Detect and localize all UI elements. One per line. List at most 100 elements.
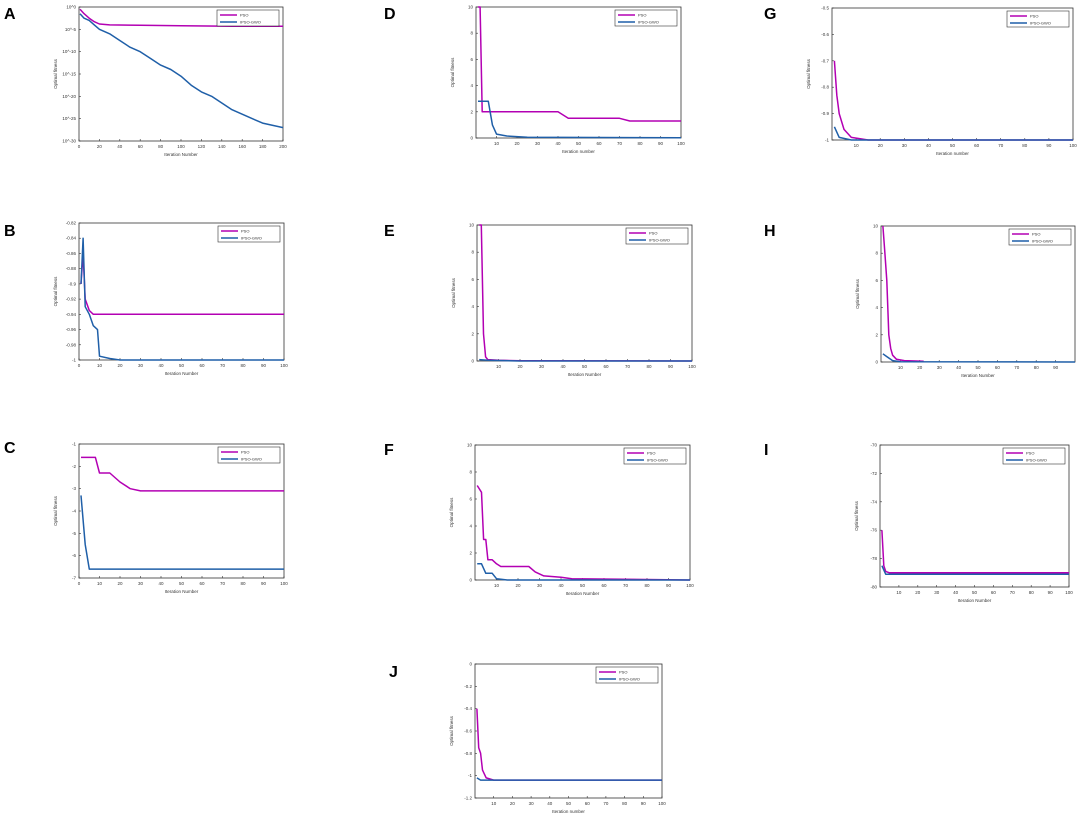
y-tick-label: 0: [471, 359, 474, 364]
y-tick-label: -0.5: [821, 6, 829, 11]
y-tick-label: -0.2: [464, 684, 472, 689]
x-tick-label: 80: [644, 583, 650, 588]
x-tick-label: 50: [582, 364, 588, 369]
y-tick-label: -0.6: [464, 729, 472, 734]
x-tick-label: 90: [261, 581, 267, 586]
x-tick-label: 10: [494, 141, 500, 146]
panel-label-d: D: [384, 6, 396, 23]
plot-frame: [78, 6, 284, 142]
x-tick-label: 100: [688, 364, 696, 369]
x-tick-label: 20: [510, 801, 516, 806]
x-tick-label: 60: [995, 365, 1001, 370]
panel-g: G 10 20 30 40 50 60 70 80 90 100 -0.5 -0.6 -0.7 -0.8 -…: [760, 0, 1080, 170]
y-tick-label: -7: [72, 576, 76, 581]
x-tick-label: 10: [898, 365, 904, 370]
x-tick-label: 30: [539, 364, 545, 369]
y-tick-label: 10: [467, 443, 473, 448]
chart-d: 10 20 30 40 50 60 70 80 90 100 0 2 4 6 8 10 Iteration nu…: [450, 5, 685, 155]
x-tick-label: 40: [117, 144, 123, 149]
x-axis-label: Iteration Number: [566, 591, 600, 596]
y-tick-label: 4: [875, 305, 878, 310]
x-tick-label: 70: [220, 581, 226, 586]
y-axis-label: Optimal fitness: [53, 495, 58, 526]
x-tick-label: 30: [537, 583, 543, 588]
plot-frame: [474, 444, 691, 581]
series-line-ipso-gwo: [79, 13, 284, 129]
y-tick-label: 8: [470, 31, 473, 36]
x-tick-label: 20: [515, 583, 521, 588]
y-axis-label: Optimal fitness: [53, 276, 58, 307]
x-tick-label: 50: [179, 581, 185, 586]
chart-a: 0 20 40 60 80 100 120 140 160 180 200 10^0 10^-5 10^-…: [53, 5, 287, 158]
x-axis-label: Iteration Number: [961, 373, 995, 378]
x-axis-label: Iteration number: [562, 149, 595, 154]
x-tick-label: 60: [991, 590, 997, 595]
x-tick-label: 80: [622, 801, 628, 806]
x-tick-label: 70: [617, 141, 623, 146]
x-tick-label: 90: [668, 364, 674, 369]
y-tick-label: 10^-15: [62, 72, 76, 77]
x-tick-label: 70: [998, 143, 1004, 148]
x-tick-label: 80: [1034, 365, 1040, 370]
y-axis-label: Optimal fitness: [806, 58, 811, 89]
x-tick-label: 90: [261, 363, 267, 368]
legend-label: PSO: [241, 450, 249, 455]
legend-label: IPSO-GWO: [619, 677, 640, 682]
y-tick-label: -70: [870, 443, 877, 448]
series-line-pso: [478, 6, 681, 122]
y-tick-label: -0.7: [821, 58, 829, 63]
y-tick-label: 6: [469, 497, 472, 502]
chart-j: 10 20 30 40 50 60 70 80 90 100 0 -0.2 -0.4 -0.6 -0.8 -1…: [449, 662, 666, 815]
x-tick-label: 40: [547, 801, 553, 806]
panel-i: I 10 20 30 40 50 60 70 80 90 100 -70 -72 -74 -76 -78 -8…: [760, 436, 1080, 606]
y-tick-label: 10^-25: [62, 116, 76, 121]
x-tick-label: 40: [956, 365, 962, 370]
legend-label: PSO: [649, 231, 657, 236]
y-tick-label: 2: [470, 109, 473, 114]
x-axis-label: Iteration Number: [165, 371, 199, 376]
panel-label-i: I: [764, 442, 769, 459]
x-tick-label: 50: [576, 141, 582, 146]
x-axis-label: Iteration number: [936, 151, 969, 156]
y-axis-label: Optimal fitness: [451, 277, 456, 308]
x-tick-label: 30: [535, 141, 541, 146]
series-line-pso: [80, 252, 284, 316]
x-tick-label: 90: [1046, 143, 1052, 148]
x-tick-label: 70: [1014, 365, 1020, 370]
y-tick-label: 2: [875, 332, 878, 337]
series-line-ipso-gwo: [833, 126, 1073, 141]
x-tick-label: 60: [585, 801, 591, 806]
x-tick-label: 70: [625, 364, 631, 369]
series-line-ipso-gwo: [478, 100, 682, 139]
plot-frame: [474, 663, 663, 799]
legend-label: PSO: [241, 229, 249, 234]
panel-b: B 0 10 20 30 40 50 60 70 80 90 100 -0.82 -0.84 -0.86 -…: [0, 215, 300, 385]
panel-label-j: J: [389, 664, 398, 681]
panel-label-g: G: [764, 6, 777, 23]
legend-label: IPSO-GWO: [649, 238, 670, 243]
x-tick-label: 40: [555, 141, 561, 146]
x-tick-label: 60: [138, 144, 144, 149]
y-axis-label: Optimal fitness: [449, 497, 454, 528]
x-tick-label: 90: [641, 801, 647, 806]
x-axis-label: Iteration Number: [568, 372, 602, 377]
y-tick-label: -0.9: [821, 111, 829, 116]
x-tick-label: 40: [560, 364, 566, 369]
y-tick-label: -3: [72, 486, 76, 491]
x-tick-label: 50: [975, 365, 981, 370]
panel-c: C 0 10 20 30 40 50 60 70 80 90 100 -1 -2 -3 -4 -5 -6 -7 It…: [0, 435, 300, 605]
x-tick-label: 80: [240, 581, 246, 586]
series-line-pso: [479, 224, 693, 362]
y-tick-label: -0.92: [66, 297, 77, 302]
y-axis-label: Optimal fitness: [53, 58, 58, 89]
x-tick-label: 30: [934, 590, 940, 595]
legend-label: IPSO-GWO: [241, 236, 262, 241]
legend-label: PSO: [240, 13, 248, 18]
legend-label: IPSO-GWO: [240, 20, 261, 25]
plot-frame: [78, 222, 285, 361]
x-tick-label: 50: [950, 143, 956, 148]
y-tick-label: -0.98: [66, 342, 77, 347]
x-tick-label: 100: [686, 583, 694, 588]
x-tick-label: 10: [491, 801, 497, 806]
x-tick-label: 90: [1048, 590, 1054, 595]
